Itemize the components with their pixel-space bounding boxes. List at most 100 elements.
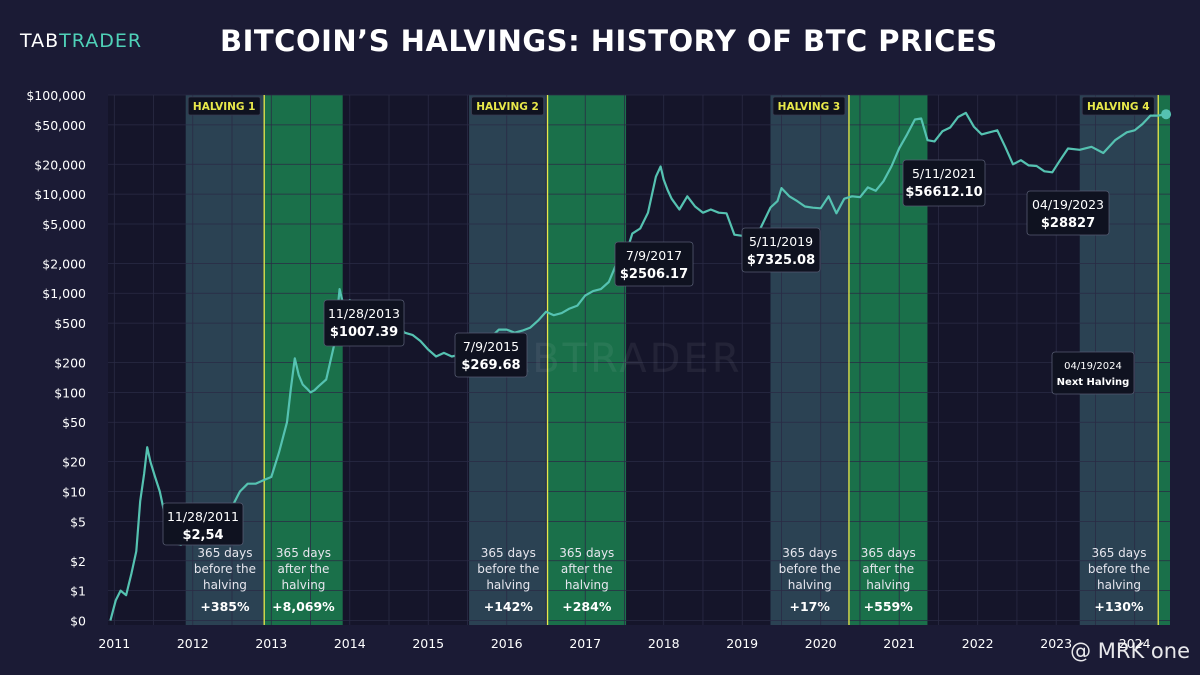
after-band-desc: 365 days	[276, 546, 331, 560]
after-band-desc: halving	[866, 578, 910, 592]
annotation-date: 5/11/2021	[912, 166, 976, 181]
price-annotation-box	[902, 159, 986, 207]
y-tick-label: $10	[62, 484, 86, 499]
tabtrader-logo: TABTRADER	[20, 30, 142, 52]
latest-price-dot	[1161, 109, 1172, 120]
y-tick-label: $0	[70, 613, 86, 628]
annotation-price: $56612.10	[905, 185, 982, 200]
after-band-desc: halving	[281, 578, 325, 592]
price-annotation-box	[614, 241, 694, 287]
before-band-desc: before the	[477, 562, 539, 576]
y-tick-label: $100,000	[26, 88, 86, 103]
y-tick-label: $500	[54, 316, 86, 331]
after-halving-band	[547, 95, 627, 625]
x-tick-label: 2020	[805, 636, 837, 651]
halving-label-box	[1081, 96, 1155, 116]
y-tick-label: $1	[70, 584, 86, 599]
annotation-price: $2506.17	[620, 267, 688, 282]
halving-label: HALVING 1	[193, 101, 256, 113]
after-band-change: +284%	[562, 599, 612, 614]
btc-price-line	[109, 111, 1167, 621]
after-band-desc: after the	[862, 562, 914, 576]
y-tick-label: $200	[54, 356, 86, 371]
source-credit: @ MRK one	[1070, 639, 1190, 663]
y-tick-label: $5	[70, 514, 86, 529]
halving-label: HALVING 4	[1087, 101, 1150, 113]
price-annotation-box	[1026, 190, 1110, 236]
y-tick-label: $100	[54, 385, 86, 400]
x-tick-label: 2021	[883, 636, 915, 651]
before-band-desc: 365 days	[782, 546, 837, 560]
before-band-desc: 365 days	[1091, 546, 1146, 560]
annotation-date: 11/28/2013	[328, 306, 400, 321]
x-tick-label: 2013	[255, 636, 287, 651]
halving-label-box	[772, 96, 846, 116]
annotation-price: $1007.39	[330, 325, 398, 340]
before-band-desc: halving	[788, 578, 832, 592]
before-band-change: +130%	[1094, 599, 1144, 614]
before-band-desc: halving	[486, 578, 530, 592]
annotation-date: 7/9/2015	[463, 339, 519, 354]
x-tick-label: 2022	[962, 636, 994, 651]
y-tick-label: $1,000	[42, 286, 86, 301]
before-band-change: +17%	[790, 599, 831, 614]
halving-label-box	[187, 96, 261, 116]
price-annotation-box	[162, 502, 244, 546]
annotation-date: 04/19/2024	[1064, 361, 1122, 372]
y-tick-label: $2	[70, 554, 86, 569]
annotation-price: Next Halving	[1057, 377, 1130, 388]
y-tick-label: $10,000	[34, 187, 86, 202]
y-tick-label: $20,000	[34, 157, 86, 172]
before-band-desc: before the	[779, 562, 841, 576]
before-band-desc: 365 days	[481, 546, 536, 560]
x-tick-label: 2018	[648, 636, 680, 651]
halving-label-box	[471, 96, 544, 116]
before-band-desc: halving	[1097, 578, 1141, 592]
annotation-price: $28827	[1041, 216, 1095, 231]
y-tick-label: $2,000	[42, 256, 86, 271]
x-tick-label: 2015	[412, 636, 444, 651]
y-tick-label: $50	[62, 415, 86, 430]
after-band-desc: after the	[561, 562, 613, 576]
annotation-date: 11/28/2011	[167, 509, 239, 524]
after-band-desc: after the	[277, 562, 329, 576]
logo-part-trader: TRADER	[59, 30, 143, 52]
before-band-desc: before the	[194, 562, 256, 576]
before-band-desc: halving	[203, 578, 247, 592]
annotation-price: $269.68	[461, 358, 520, 373]
after-band-desc: 365 days	[559, 546, 614, 560]
price-annotation-box	[454, 332, 528, 378]
annotation-price: $2,54	[182, 528, 223, 543]
annotation-date: 7/9/2017	[626, 248, 682, 263]
annotation-date: 5/11/2019	[749, 234, 813, 249]
after-band-change: +559%	[864, 599, 914, 614]
x-tick-label: 2012	[177, 636, 209, 651]
after-band-desc: 365 days	[861, 546, 916, 560]
after-band-desc: halving	[565, 578, 609, 592]
before-band-change: +142%	[484, 599, 534, 614]
y-tick-label: $5,000	[42, 217, 86, 232]
before-halving-band	[770, 95, 849, 625]
x-tick-label: 2019	[726, 636, 758, 651]
x-tick-label: 2023	[1040, 636, 1072, 651]
y-tick-label: $50,000	[34, 118, 86, 133]
price-annotation-box	[1051, 351, 1135, 395]
annotation-date: 04/19/2023	[1032, 197, 1104, 212]
x-tick-label: 2017	[569, 636, 601, 651]
annotation-price: $7325.08	[747, 253, 815, 268]
x-tick-label: 2016	[491, 636, 523, 651]
price-annotation-box	[323, 299, 405, 347]
halving-label: HALVING 3	[778, 101, 841, 113]
before-band-change: +385%	[200, 599, 250, 614]
x-tick-label: 2011	[98, 636, 130, 651]
x-tick-label: 2014	[334, 636, 366, 651]
y-tick-label: $20	[62, 455, 86, 470]
chart-title: BITCOIN’S HALVINGS: HISTORY OF BTC PRICE…	[220, 24, 998, 58]
x-tick-label: 2024	[1119, 636, 1151, 651]
before-band-desc: 365 days	[197, 546, 252, 560]
after-band-change: +8,069%	[272, 599, 335, 614]
before-band-desc: before the	[1088, 562, 1150, 576]
price-annotation-box	[741, 227, 821, 273]
